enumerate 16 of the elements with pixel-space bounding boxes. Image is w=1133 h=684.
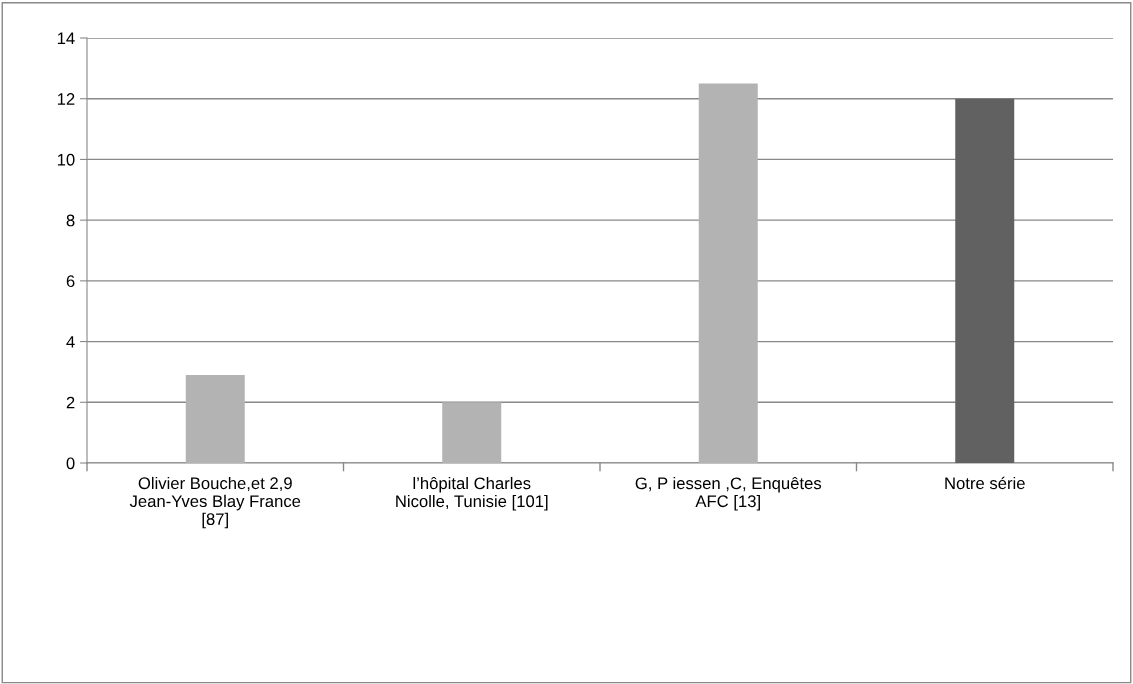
y-tick-label: 6	[66, 275, 75, 288]
bar	[955, 98, 1015, 463]
y-tick-label: 0	[66, 457, 75, 470]
x-tick-label: Olivier Bouche,et 2,9 Jean-Yves Blay France [87]	[129, 476, 301, 529]
y-tick-label: 8	[66, 214, 75, 227]
y-tick-label: 4	[66, 336, 75, 348]
y-tick-label: 12	[57, 93, 75, 105]
x-tick-label: l’hôpital Charles Nicolle, Tunisie [101]	[396, 476, 548, 511]
x-tick-label: Notre série	[945, 476, 1025, 490]
y-tick-label: 14	[57, 32, 75, 45]
bar	[442, 402, 502, 463]
y-tick-label: 10	[57, 153, 75, 166]
bar	[698, 83, 758, 463]
y-tick-label: 2	[66, 396, 75, 409]
x-tick-label: G, P iessen ,C, Enquêtes AFC [13]	[635, 476, 822, 511]
bar	[185, 374, 245, 463]
